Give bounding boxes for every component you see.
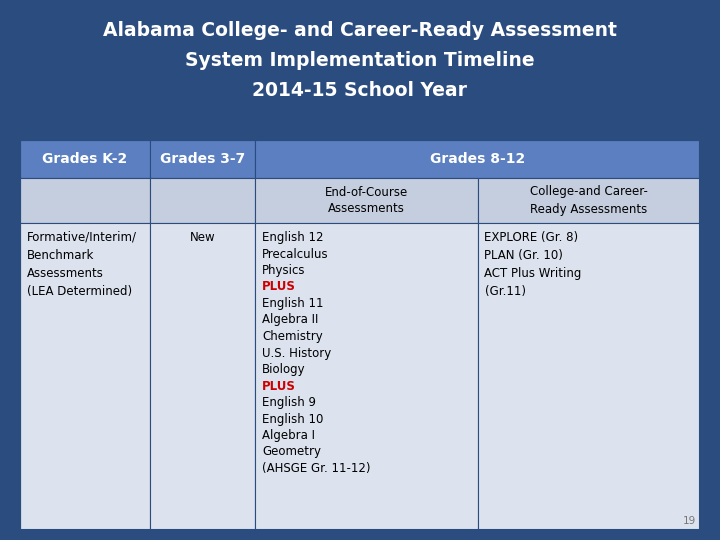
Text: PLUS: PLUS [262, 380, 296, 393]
Text: English 10: English 10 [262, 413, 323, 426]
Text: Alabama College- and Career-Ready Assessment: Alabama College- and Career-Ready Assess… [103, 21, 617, 39]
Bar [255, 223, 477, 530]
Text: Algebra II: Algebra II [262, 314, 318, 327]
Text: Algebra I: Algebra I [262, 429, 315, 442]
Text: Geometry: Geometry [262, 446, 321, 458]
Text: Grades 3-7: Grades 3-7 [160, 152, 245, 166]
Bar [20, 178, 150, 223]
Text: English 9: English 9 [262, 396, 316, 409]
Text: Grades 8-12: Grades 8-12 [430, 152, 525, 166]
Text: System Implementation Timeline: System Implementation Timeline [185, 51, 535, 70]
Text: Precalculus: Precalculus [262, 247, 328, 260]
Bar [20, 140, 700, 530]
Text: U.S. History: U.S. History [262, 347, 331, 360]
Text: Biology: Biology [262, 363, 305, 376]
Text: Physics: Physics [262, 264, 305, 277]
Text: Chemistry: Chemistry [262, 330, 323, 343]
Text: EXPLORE (Gr. 8)
PLAN (Gr. 10)
ACT Plus Writing
(Gr.11): EXPLORE (Gr. 8) PLAN (Gr. 10) ACT Plus W… [485, 231, 582, 298]
Bar [150, 223, 255, 530]
Text: (AHSGE Gr. 11-12): (AHSGE Gr. 11-12) [262, 462, 371, 475]
Text: English 12: English 12 [262, 231, 323, 244]
Bar [477, 178, 700, 223]
Bar [20, 223, 150, 530]
Bar [20, 140, 150, 178]
Bar [477, 223, 700, 530]
Text: English 11: English 11 [262, 297, 323, 310]
Text: New: New [189, 231, 215, 244]
Text: Formative/Interim/
Benchmark
Assessments
(LEA Determined): Formative/Interim/ Benchmark Assessments… [27, 231, 137, 298]
Text: 2014-15 School Year: 2014-15 School Year [253, 80, 467, 99]
Text: Grades K-2: Grades K-2 [42, 152, 127, 166]
Text: End-of-Course
Assessments: End-of-Course Assessments [325, 186, 408, 215]
Bar [255, 178, 477, 223]
Bar [255, 140, 700, 178]
Text: PLUS: PLUS [262, 280, 296, 294]
Text: College-and Career-
Ready Assessments: College-and Career- Ready Assessments [530, 186, 648, 215]
Bar [150, 140, 255, 178]
Text: 19: 19 [683, 516, 696, 526]
Bar [150, 178, 255, 223]
